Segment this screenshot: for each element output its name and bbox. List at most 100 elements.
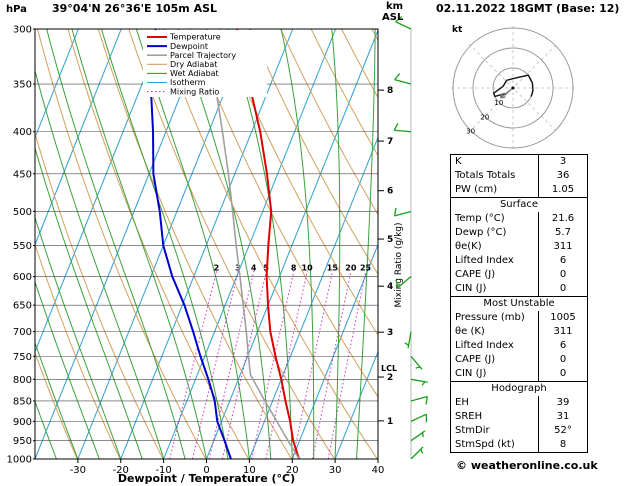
stat-value: 8 [559, 439, 567, 450]
stat-value: 39 [556, 397, 570, 408]
stat-label: CAPE (J) [451, 268, 539, 282]
mixing-ratio-axis-label: Mixing Ratio (g/kg) [394, 222, 404, 307]
pressure-axis: 300 350 400 450 500 550 600 650 700 750 800 850 900 9… [7, 25, 35, 466]
stat-label: θe(K) [451, 240, 539, 254]
svg-text:3: 3 [235, 263, 241, 272]
hodograph-ring-label: 20 [480, 113, 489, 121]
svg-text:4: 4 [251, 263, 257, 272]
stats-row: SREH 31 [451, 410, 587, 424]
stats-table: K 3 Totals Totals 36 PW (cm) 1.05 Surface Temp … [450, 154, 588, 453]
svg-text:0: 0 [203, 465, 209, 476]
stat-value: 6 [559, 255, 567, 266]
legend-label: Wet Adiabat [170, 69, 219, 78]
hodograph-ring [452, 27, 574, 149]
stats-row: Pressure (mb) 1005 [451, 311, 587, 325]
stat-value: 0 [559, 283, 567, 294]
stats-row: CIN (J) 0 [451, 282, 587, 296]
svg-text:750: 750 [13, 352, 32, 363]
km-axis: 1 2 3 4 5 6 7 8 [378, 86, 393, 427]
svg-text:2: 2 [387, 373, 393, 383]
stats-row: θe(K) 311 [451, 240, 587, 254]
stat-value: 36 [556, 170, 570, 181]
stat-label: Lifted Index [451, 254, 539, 268]
wind-barbs [393, 16, 429, 460]
svg-text:6: 6 [387, 187, 393, 197]
stat-label: PW (cm) [451, 183, 539, 197]
legend-label: Mixing Ratio [170, 87, 219, 96]
hodograph-ring-label: 10 [494, 99, 503, 107]
stat-value: 31 [556, 411, 570, 422]
series-dewpoint [149, 29, 232, 459]
stats-row: StmSpd (kt) 8 [451, 438, 587, 452]
mixing-ratio-lines [169, 270, 367, 459]
stats-row: StmDir 52° [451, 424, 587, 438]
storm-motion-arrow [499, 87, 514, 99]
svg-text:300: 300 [13, 25, 32, 36]
pressure-unit-label: hPa [6, 4, 27, 15]
hodograph-trace [492, 74, 534, 98]
svg-text:10: 10 [302, 263, 314, 272]
svg-text:-10: -10 [155, 465, 171, 476]
stat-value: 0 [559, 368, 567, 379]
svg-text:20: 20 [345, 263, 357, 272]
stat-label: SREH [451, 410, 539, 424]
hodograph-ring-label: 30 [466, 127, 475, 135]
datetime-title: 02.11.2022 18GMT (Base: 12) [436, 2, 620, 15]
km-axis-label: km [386, 1, 404, 12]
stats-row: Temp (°C) 21.6 [451, 212, 587, 226]
series-temperature [236, 29, 301, 459]
svg-text:2: 2 [214, 263, 220, 272]
stat-value: 52° [554, 425, 572, 436]
svg-text:1: 1 [387, 417, 393, 427]
stat-label: CAPE (J) [451, 353, 539, 367]
stats-row: CIN (J) 0 [451, 367, 587, 381]
mixing-ratio-labels: 2 3 4 5 8 10 15 20 25 [214, 263, 372, 272]
stats-section-most-unstable: Most Unstable Pressure (mb) 1005 θe (K) 311 L… [450, 296, 588, 382]
stat-label: Lifted Index [451, 339, 539, 353]
svg-text:1000: 1000 [7, 455, 32, 466]
svg-text:400: 400 [13, 127, 32, 138]
svg-text:-20: -20 [113, 465, 129, 476]
stats-row: θe (K) 311 [451, 325, 587, 339]
svg-text:8: 8 [291, 263, 297, 272]
svg-text:950: 950 [13, 436, 32, 447]
pressure-gridlines [35, 28, 378, 460]
svg-text:500: 500 [13, 207, 32, 218]
skewt-chart: 2 3 4 5 8 10 15 20 25300350400450500550600650700… [7, 16, 429, 485]
legend-label: Isotherm [170, 78, 206, 87]
stat-label: Temp (°C) [451, 212, 539, 226]
stat-label: EH [451, 396, 539, 410]
stat-label: K [451, 155, 539, 169]
stats-row: CAPE (J) 0 [451, 353, 587, 367]
stat-value: 21.6 [551, 213, 575, 224]
stats-row: Lifted Index 6 [451, 339, 587, 353]
stats-row: Lifted Index 6 [451, 254, 587, 268]
stat-label: Totals Totals [451, 169, 539, 183]
svg-text:700: 700 [13, 327, 32, 338]
stat-label: CIN (J) [451, 367, 539, 381]
stats-row: CAPE (J) 0 [451, 268, 587, 282]
stat-value: 6 [559, 340, 567, 351]
stats-row: Totals Totals 36 [451, 169, 587, 183]
svg-text:-30: -30 [70, 465, 86, 476]
svg-text:600: 600 [13, 272, 32, 283]
hodograph: 10 20 30 kt [451, 25, 575, 150]
svg-text:450: 450 [13, 169, 32, 180]
stat-label: θe (K) [451, 325, 539, 339]
copyright: © weatheronline.co.uk [456, 459, 598, 472]
stats-section-surface: Surface Temp (°C) 21.6 Dewp (°C) 5.7 θe(K) 311… [450, 197, 588, 297]
svg-text:5: 5 [387, 235, 393, 245]
svg-text:25: 25 [360, 263, 372, 272]
svg-text:4: 4 [387, 282, 393, 292]
svg-text:900: 900 [13, 417, 32, 428]
stats-section-header: Most Unstable [483, 298, 555, 309]
stat-value: 311 [553, 326, 573, 337]
stat-value: 5.7 [555, 227, 571, 238]
stats-section-header: Surface [499, 199, 539, 210]
svg-text:15: 15 [327, 263, 339, 272]
stat-label: Pressure (mb) [451, 311, 539, 325]
svg-text:350: 350 [13, 80, 32, 91]
stats-row: PW (cm) 1.05 [451, 183, 587, 197]
